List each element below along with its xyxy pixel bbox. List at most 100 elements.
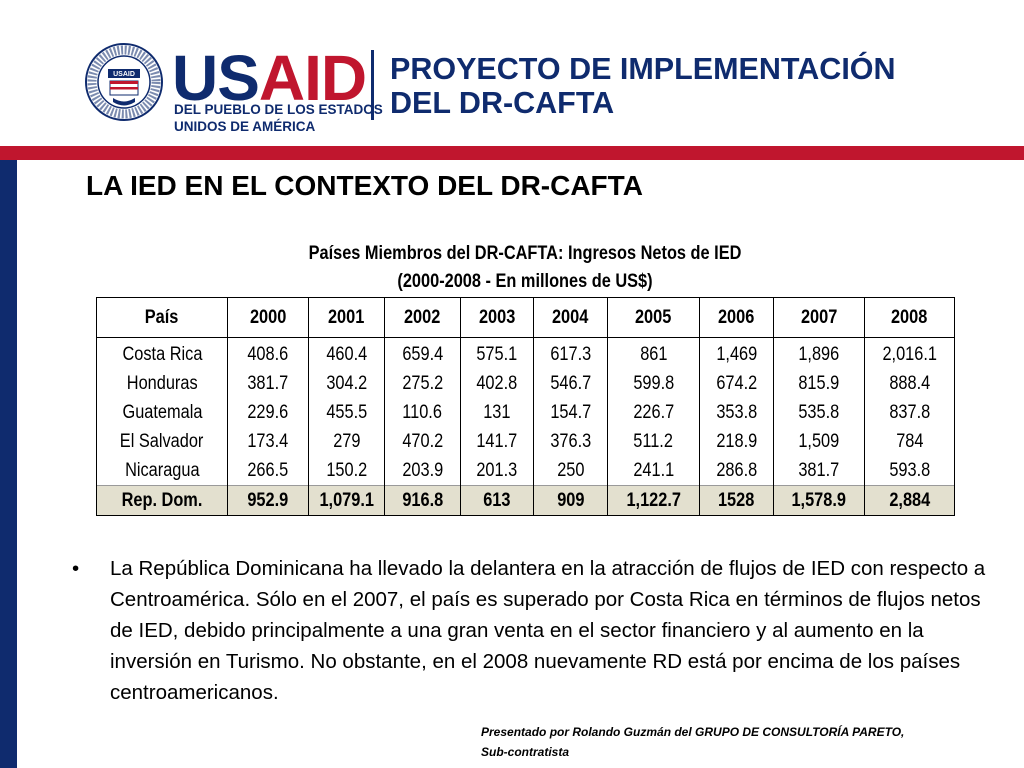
table-cell-text: Guatemala [122,401,202,423]
usaid-seal-logo: USAID [85,43,163,121]
table-cell-text: 617.3 [550,343,591,365]
left-accent-bar [0,160,17,768]
column-header-label: 2004 [552,306,589,328]
column-header-year: 2002 [384,297,461,338]
table-cell-text: 150.2 [326,459,367,481]
table-cell-value: 815.9 [773,369,865,398]
column-header-label: 2006 [718,306,755,328]
table-cell-text: 1,896 [798,343,840,365]
table-cell-text: 376.3 [550,430,591,452]
table-cell-value: 674.2 [699,369,774,398]
table-cell-text: 460.4 [326,343,367,365]
table-cell-value: 241.1 [607,456,700,486]
table-cell-value: 110.6 [384,398,461,427]
table-cell-text: Honduras [126,372,198,394]
table-cell-value: 888.4 [864,369,955,398]
column-header-label: 2001 [328,306,365,328]
credit-line-1: Presentado por Rolando Guzmán del GRUPO … [481,725,905,739]
project-name: PROYECTO DE IMPLEMENTACIÓN DEL DR-CAFTA [390,52,896,120]
column-header-year: 2006 [699,297,774,338]
table-cell-text: Nicaragua [124,459,200,481]
column-header-label: 2007 [800,306,838,328]
table-cell-value: 1,079.1 [308,485,385,516]
table-row: Rep. Dom. 952.9 1,079.1 916.8 613 909 1,122.7 1… [96,485,955,516]
table-cell-country: Guatemala [96,398,228,427]
table-cell-country: Rep. Dom. [96,485,228,516]
table-cell-value: 909 [533,485,608,516]
table-cell-value: 659.4 [384,337,461,369]
table-cell-text: Rep. Dom. [121,489,203,511]
table-cell-text: 381.7 [247,372,289,394]
table-cell-value: 150.2 [308,456,385,486]
table-cell-text: 674.2 [716,372,757,394]
table-cell-text: 266.5 [247,459,289,481]
table-cell-text: 201.3 [476,459,518,481]
table-cell-text: 593.8 [889,459,930,481]
table-cell-text: 511.2 [633,430,674,452]
fdi-table: País 2000 2001 2002 2003 2004 2005 2006 2007 2008… [96,297,955,516]
table-cell-country: Honduras [96,369,228,398]
table-cell-value: 535.8 [773,398,865,427]
table-cell-text: 402.8 [476,372,518,394]
table-cell-text: 575.1 [476,343,518,365]
table-cell-value: 1,509 [773,427,865,456]
table-cell-value: 402.8 [460,369,534,398]
column-header-label: 2008 [891,306,928,328]
table-cell-value: 916.8 [384,485,461,516]
table-cell-text: 203.9 [402,459,443,481]
table-cell-text: 110.6 [402,401,443,423]
table-cell-value: 201.3 [460,456,534,486]
table-cell-text: 218.9 [716,430,757,452]
table-cell-text: 241.1 [633,459,674,481]
table-cell-value: 1,896 [773,337,865,369]
table-cell-value: 952.9 [227,485,309,516]
table-cell-text: 837.8 [889,401,930,423]
table-cell-value: 381.7 [227,369,309,398]
table-cell-value: 1528 [699,485,774,516]
table-cell-value: 266.5 [227,456,309,486]
table-cell-text: 784 [895,430,924,452]
table-cell-value: 154.7 [533,398,608,427]
column-header-country: País [96,297,228,338]
usaid-tagline: DEL PUEBLO DE LOS ESTADOS UNIDOS DE AMÉR… [174,101,383,135]
project-name-line-1: PROYECTO DE IMPLEMENTACIÓN [390,52,896,86]
table-cell-text: 546.7 [550,372,591,394]
table-cell-value: 275.2 [384,369,461,398]
table-cell-text: 381.7 [798,459,840,481]
table-cell-text: 916.8 [402,489,443,511]
table-cell-value: 173.4 [227,427,309,456]
table-cell-text: 2,016.1 [882,343,937,365]
slide-title: LA IED EN EL CONTEXTO DEL DR-CAFTA [86,170,643,201]
tagline-line-1: DEL PUEBLO DE LOS ESTADOS [174,102,383,117]
table-cell-value: 250 [533,456,608,486]
header-divider [371,50,374,120]
column-header-year: 2004 [533,297,608,338]
table-cell-text: 659.4 [402,343,443,365]
table-caption-line-1: Países Miembros del DR-CAFTA: Ingresos N… [308,243,742,264]
table-cell-value: 376.3 [533,427,608,456]
table-cell-text: 1528 [718,489,755,511]
usaid-wordmark-aid: AID [258,42,367,114]
bullet-point: • La República Dominicana ha llevado la … [72,553,992,708]
table-cell-text: 1,079.1 [319,489,374,511]
table-cell-value: 203.9 [384,456,461,486]
column-header-year: 2005 [607,297,700,338]
seal-badge-text: USAID [113,71,135,78]
column-header-label: 2003 [478,306,516,328]
table-cell-value: 381.7 [773,456,865,486]
table-cell-value: 218.9 [699,427,774,456]
table-row: Honduras 381.7 304.2 275.2 402.8 546.7 599.8 67… [96,369,955,398]
table-cell-text: El Salvador [120,430,204,452]
table-cell-text: 909 [556,489,585,511]
table-cell-country: Costa Rica [96,337,228,369]
header-red-rule [0,146,1024,160]
table-cell-text: 1,469 [716,343,757,365]
table-cell-value: 2,016.1 [864,337,955,369]
table-cell-text: 173.4 [247,430,289,452]
header-banner [78,30,900,140]
table-cell-value: 861 [607,337,700,369]
table-cell-value: 1,469 [699,337,774,369]
tagline-line-2: UNIDOS DE AMÉRICA [174,119,316,134]
table-cell-value: 455.5 [308,398,385,427]
table-cell-value: 229.6 [227,398,309,427]
